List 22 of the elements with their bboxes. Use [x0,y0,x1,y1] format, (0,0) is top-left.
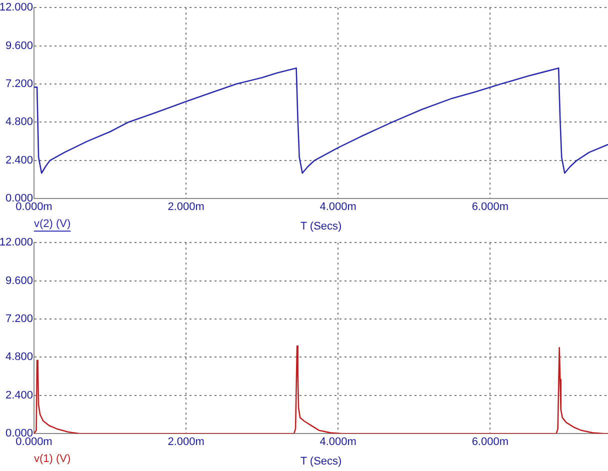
x-tick-label: 4.000m [320,436,356,448]
series-label: v(1) (V) [34,453,71,466]
x-tick-label: 2.000m [168,201,204,214]
x-tick-label: 6.000m [472,201,509,214]
text: v(2) (V) [34,218,71,230]
y-tick-label: 9.600 [5,40,33,52]
y-tick-label: 4.800 [5,351,33,364]
y-tick-label: 7.200 [5,313,33,326]
y-tick-label: 12.000 [0,236,33,249]
y-tick-label: 9.600 [5,274,33,287]
x-axis-title: T (Secs) [300,455,342,468]
x-tick-label: 2.000m [168,436,204,448]
x-tick-label: 4.000m [320,201,356,214]
x-tick-label: 0.000m [16,436,52,448]
y-tick-label: 7.200 [5,78,33,90]
y-tick-label: 12.000 [0,2,33,14]
y-tick-label: 4.800 [5,116,33,128]
y-tick-label: 2.400 [5,154,33,166]
x-axis-title: T (Secs) [300,220,342,232]
x-tick-label: 6.000m [472,436,509,448]
x-tick-label: 0.000m [16,201,52,214]
y-tick-label: 2.400 [5,389,33,402]
